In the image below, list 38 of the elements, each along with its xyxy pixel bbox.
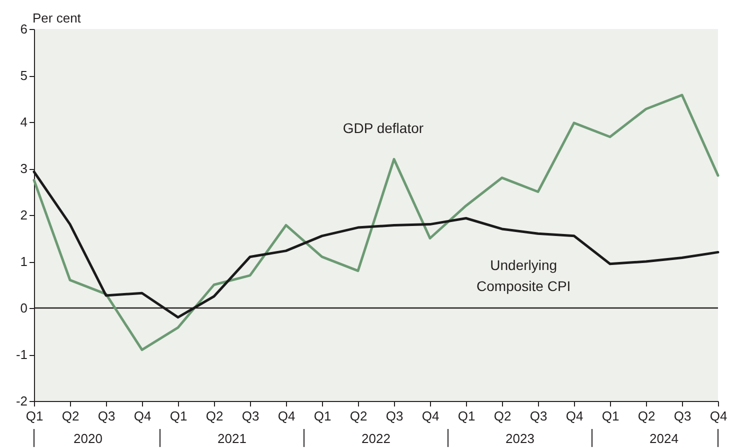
x-tick-label: Q1 bbox=[170, 408, 188, 424]
y-tick-label: 4 bbox=[20, 114, 28, 130]
x-tick-label: Q4 bbox=[566, 408, 584, 424]
x-tick-label: Q2 bbox=[638, 408, 656, 424]
x-tick-label: Q3 bbox=[98, 408, 116, 424]
x-tick-label: Q3 bbox=[386, 408, 404, 424]
y-axis-title: Per cent bbox=[32, 10, 82, 26]
y-tick-label: 6 bbox=[20, 22, 28, 36]
y-tick-label: 5 bbox=[20, 68, 28, 83]
x-tick-label: Q4 bbox=[134, 408, 152, 424]
x-tick-label: Q2 bbox=[350, 408, 368, 424]
y-tick-label: 2 bbox=[20, 208, 28, 222]
x-tick-label: Q1 bbox=[602, 408, 620, 424]
x-tick-label: Q1 bbox=[26, 408, 44, 424]
line-series bbox=[32, 94, 720, 352]
y-tick-label: 3 bbox=[20, 161, 28, 176]
text: GDP deflator bbox=[342, 120, 424, 136]
x-tick-label: Q4 bbox=[710, 408, 728, 424]
y-tick-label: -1 bbox=[16, 347, 28, 362]
y-tick-label: 1 bbox=[20, 254, 28, 269]
x-tick-label: Q3 bbox=[674, 408, 692, 424]
x-tick-label: Q3 bbox=[242, 408, 260, 424]
text: 2022 bbox=[362, 431, 390, 446]
x-tick-label: Q2 bbox=[62, 408, 80, 424]
text: 2020 bbox=[74, 431, 102, 446]
y-tick-label: -2 bbox=[16, 394, 28, 408]
x-tick-label: Q2 bbox=[494, 408, 512, 424]
text: 2023 bbox=[506, 431, 534, 446]
x-tick-label: Q1 bbox=[314, 408, 332, 424]
series-label: Underlying Composite CPI bbox=[476, 257, 571, 294]
y-tick-label: 0 bbox=[20, 300, 28, 316]
x-tick-label: Q2 bbox=[206, 408, 224, 424]
x-tick-label: Q4 bbox=[422, 408, 440, 424]
x-tick-label: Q3 bbox=[530, 408, 548, 424]
x-tick-label: Q1 bbox=[458, 408, 476, 424]
text: 2024 bbox=[650, 431, 678, 446]
x-tick-label: Q4 bbox=[278, 408, 296, 424]
text: 2021 bbox=[218, 431, 246, 446]
